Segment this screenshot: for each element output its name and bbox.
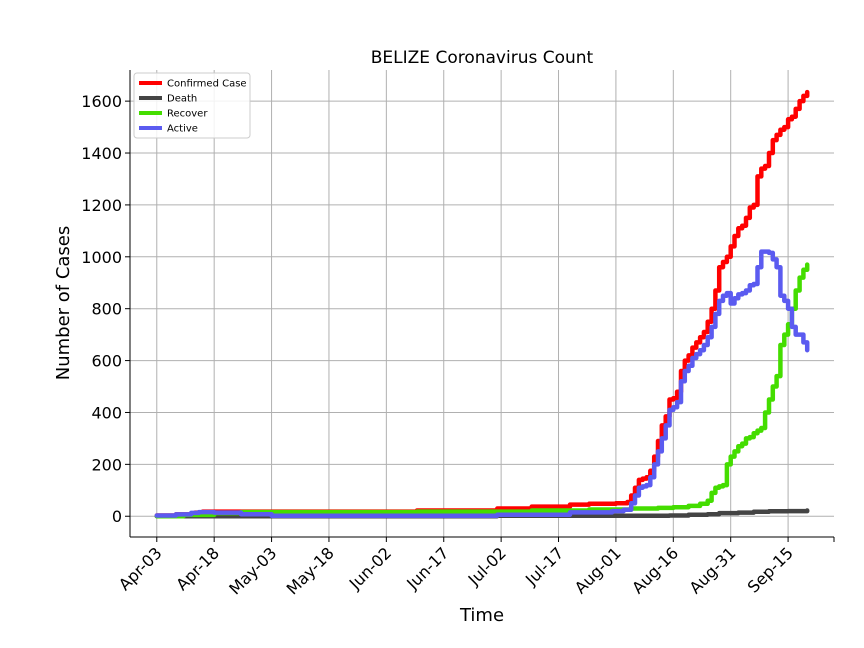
chart-title: BELIZE Coronavirus Count xyxy=(371,48,594,68)
y-tick-label: 400 xyxy=(91,403,122,422)
axes xyxy=(125,70,835,542)
y-tick-label: 1000 xyxy=(81,248,122,267)
x-tick-label: Aug-01 xyxy=(571,543,625,597)
x-tick-label: Jun-02 xyxy=(345,543,395,593)
tick-labels: Apr-03 Apr-18 May-03 May-18 Jun-02 Jun-17 Jul-… xyxy=(81,92,797,598)
x-tick-label: Aug-31 xyxy=(686,543,740,597)
series-line-confirmed-case xyxy=(154,89,810,518)
legend-label: Active xyxy=(167,124,198,135)
x-tick-label: Jul-02 xyxy=(464,543,510,589)
x-tick-label: Sep-15 xyxy=(744,543,797,596)
y-tick-label: 600 xyxy=(91,352,122,371)
x-tick-label: Aug-16 xyxy=(628,543,682,597)
series-lines xyxy=(154,89,810,519)
legend-box xyxy=(133,72,251,139)
x-tick-label: Jun-17 xyxy=(402,543,452,593)
legend-label: Recover xyxy=(167,109,208,120)
legend: Confirmed Case Death Recover Active xyxy=(133,72,251,139)
x-tick-label: May-18 xyxy=(283,543,338,598)
y-tick-label: 200 xyxy=(91,455,122,474)
y-tick-label: 800 xyxy=(91,300,122,319)
x-tick-label: Jul-17 xyxy=(521,543,567,589)
x-tick-label: Apr-18 xyxy=(172,543,223,594)
legend-label: Death xyxy=(167,94,197,105)
legend-label: Confirmed Case xyxy=(167,79,247,90)
series-line-death xyxy=(154,508,810,519)
x-axis-label: Time xyxy=(459,605,504,626)
series-line-active xyxy=(154,249,810,518)
y-tick-label: 1400 xyxy=(81,144,122,163)
y-tick-label: 1200 xyxy=(81,196,122,215)
y-tick-label: 0 xyxy=(112,507,122,526)
x-tick-label: May-03 xyxy=(225,543,280,598)
y-tick-label: 1600 xyxy=(81,92,122,111)
y-axis-label: Number of Cases xyxy=(53,226,74,381)
x-tick-label: Apr-03 xyxy=(115,543,166,594)
series-line-recover xyxy=(154,262,810,519)
